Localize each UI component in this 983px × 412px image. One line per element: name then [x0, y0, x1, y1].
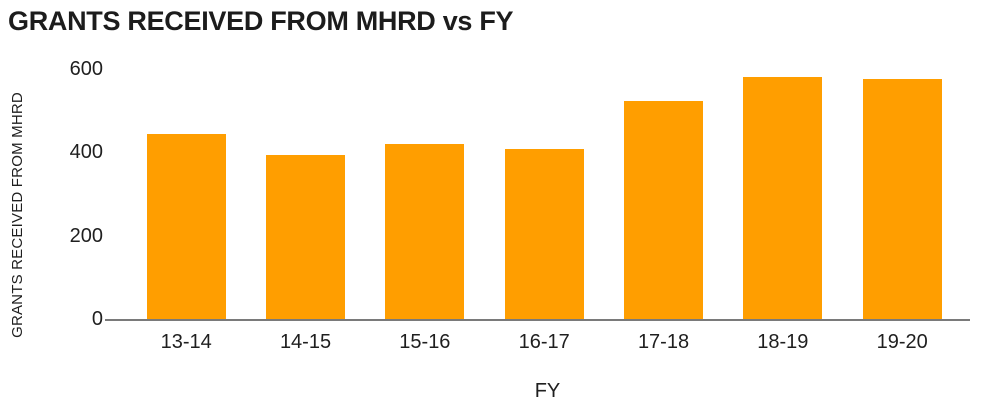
- x-tick-label-14-15: 14-15: [279, 331, 332, 353]
- x-tick-label-15-16: 15-16: [399, 331, 451, 353]
- x-tick-label-17-18: 17-18: [637, 331, 690, 353]
- x-tick-label-13-14: 13-14: [160, 331, 212, 353]
- x-tick-label-16-17: 16-17: [518, 331, 570, 353]
- x-tick-label-19-20: 19-20: [876, 331, 928, 353]
- y-tick-label-400: 400: [69, 141, 103, 164]
- bar-13-14: [146, 133, 226, 319]
- bar-19-20: [862, 79, 942, 319]
- bar-18-19: [743, 77, 823, 319]
- y-tick-label-200: 200: [69, 224, 103, 247]
- y-tick-label-600: 600: [69, 58, 103, 80]
- bar-16-17: [504, 149, 584, 319]
- plot-area: 13-14 14-15 15-16 16-17 17-18 18-19 19-20: [105, 69, 970, 353]
- chart-title: GRANTS RECEIVED FROM MHRD vs FY: [8, 6, 514, 36]
- bar-17-18: [624, 101, 704, 319]
- x-tick-label-18-19: 18-19: [757, 331, 809, 353]
- bar-15-16: [385, 144, 465, 319]
- x-axis-title: FY: [534, 380, 561, 402]
- bar-14-15: [266, 155, 346, 319]
- y-tick-label-0: 0: [91, 308, 103, 330]
